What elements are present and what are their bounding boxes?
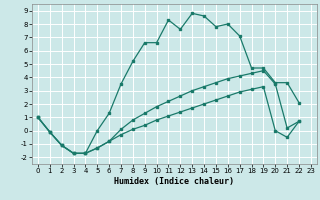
X-axis label: Humidex (Indice chaleur): Humidex (Indice chaleur) bbox=[115, 177, 234, 186]
